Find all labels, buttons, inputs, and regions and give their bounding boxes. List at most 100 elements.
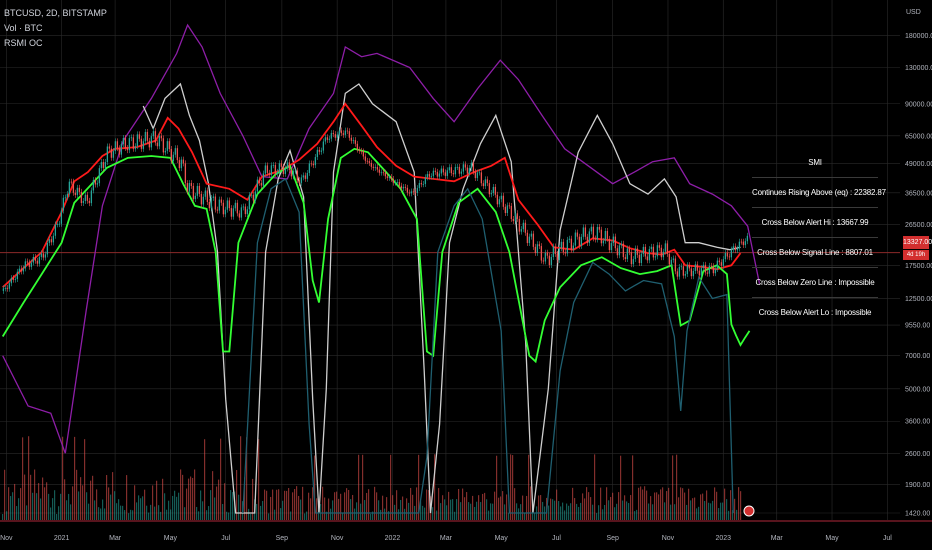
- volume-bar: [332, 500, 334, 520]
- candle-body: [112, 151, 115, 158]
- indicator-series-line: [1, 147, 751, 364]
- candle-body: [198, 185, 201, 194]
- volume-bar: [224, 483, 226, 520]
- candle-body: [702, 264, 705, 269]
- volume-bar: [330, 508, 332, 520]
- volume-bar: [454, 511, 456, 520]
- volume-bar: [160, 511, 162, 520]
- volume-bar: [402, 496, 404, 520]
- symbol-label[interactable]: BTCUSD, 2D, BITSTAMP: [4, 8, 107, 18]
- candle-body: [414, 192, 417, 193]
- candle-body: [18, 268, 21, 272]
- candle-body: [508, 205, 511, 207]
- smi-table-row: Cross Below Zero Line : Impossible: [752, 268, 878, 298]
- candle-body: [518, 218, 521, 232]
- candle-body: [258, 179, 261, 183]
- candle-body: [712, 266, 715, 274]
- volume-bar: [472, 495, 474, 520]
- volume-bar: [138, 495, 140, 520]
- candle-body: [356, 143, 359, 150]
- x-tick-label: Jul: [552, 535, 561, 542]
- indicator-label[interactable]: RSMI OC: [4, 38, 43, 48]
- volume-bar: [650, 496, 652, 520]
- candle-body: [146, 131, 149, 141]
- volume-bar: [36, 493, 38, 520]
- volume-bar: [656, 492, 658, 520]
- volume-bar: [626, 501, 628, 520]
- volume-bar: [658, 494, 660, 520]
- volume-bar: [574, 498, 576, 520]
- candle-body: [732, 246, 735, 250]
- volume-bar: [246, 437, 248, 520]
- volume-bar: [700, 494, 702, 520]
- candle-body: [278, 163, 281, 172]
- candle-body: [506, 205, 509, 214]
- candle-body: [34, 256, 37, 261]
- volume-bar: [538, 495, 540, 520]
- y-tick-label: 3600.00: [905, 419, 930, 426]
- volume-bar: [682, 488, 684, 520]
- candle-body: [128, 138, 131, 151]
- candle-body: [136, 134, 139, 147]
- y-tick-label: 36500.00: [905, 190, 932, 197]
- volume-bar: [714, 487, 716, 520]
- volume-bar: [458, 488, 460, 520]
- candle-body: [590, 226, 593, 232]
- volume-label[interactable]: Vol · BTC: [4, 23, 43, 33]
- candle-body: [164, 150, 167, 153]
- candle-body: [634, 248, 637, 260]
- candle-body: [324, 137, 327, 142]
- volume-bar: [180, 469, 182, 520]
- candle-body: [6, 287, 9, 289]
- volume-bar: [614, 507, 616, 520]
- x-tick-label: Nov: [662, 535, 675, 542]
- candle-body: [454, 167, 457, 175]
- candle-body: [542, 260, 545, 262]
- candle-body: [614, 236, 617, 249]
- candle-body: [626, 248, 629, 260]
- volume-bar: [288, 488, 290, 520]
- candle-body: [604, 231, 607, 241]
- candle-body: [24, 261, 27, 269]
- candle-body: [154, 131, 157, 143]
- candle-body: [28, 262, 31, 267]
- candle-body: [586, 236, 589, 244]
- candle-body: [398, 182, 401, 186]
- candle-body: [334, 134, 337, 138]
- candle-body: [514, 213, 517, 222]
- volume-bar: [622, 500, 624, 520]
- candle-body: [674, 258, 677, 272]
- candle-body: [410, 191, 413, 194]
- y-tick-label: 12500.00: [905, 296, 932, 303]
- volume-bar: [610, 496, 612, 520]
- volume-bar: [692, 498, 694, 520]
- volume-bar: [716, 491, 718, 520]
- volume-bar: [378, 500, 380, 520]
- candle-body: [638, 254, 641, 264]
- candle-body: [596, 226, 599, 240]
- volume-bar: [476, 501, 478, 520]
- candle-body: [312, 163, 315, 166]
- candle-body: [132, 137, 135, 149]
- volume-bar: [362, 454, 364, 520]
- countdown-tag: 4d 19h: [903, 250, 929, 260]
- volume-bar: [512, 455, 514, 520]
- volume-bar: [530, 486, 532, 520]
- candle-body: [88, 200, 91, 204]
- candle-body: [54, 224, 57, 236]
- volume-bar: [120, 505, 122, 520]
- volume-bar: [672, 455, 674, 520]
- candle-body: [450, 167, 453, 174]
- candle-body: [530, 233, 533, 237]
- volume-bar: [432, 507, 434, 520]
- volume-bar: [68, 493, 70, 520]
- candle-body: [512, 218, 515, 222]
- volume-bar: [84, 439, 86, 520]
- volume-bar: [550, 498, 552, 520]
- candle-body: [358, 149, 361, 151]
- volume-bar: [504, 504, 506, 520]
- volume-bar: [118, 499, 120, 520]
- volume-bar: [346, 488, 348, 520]
